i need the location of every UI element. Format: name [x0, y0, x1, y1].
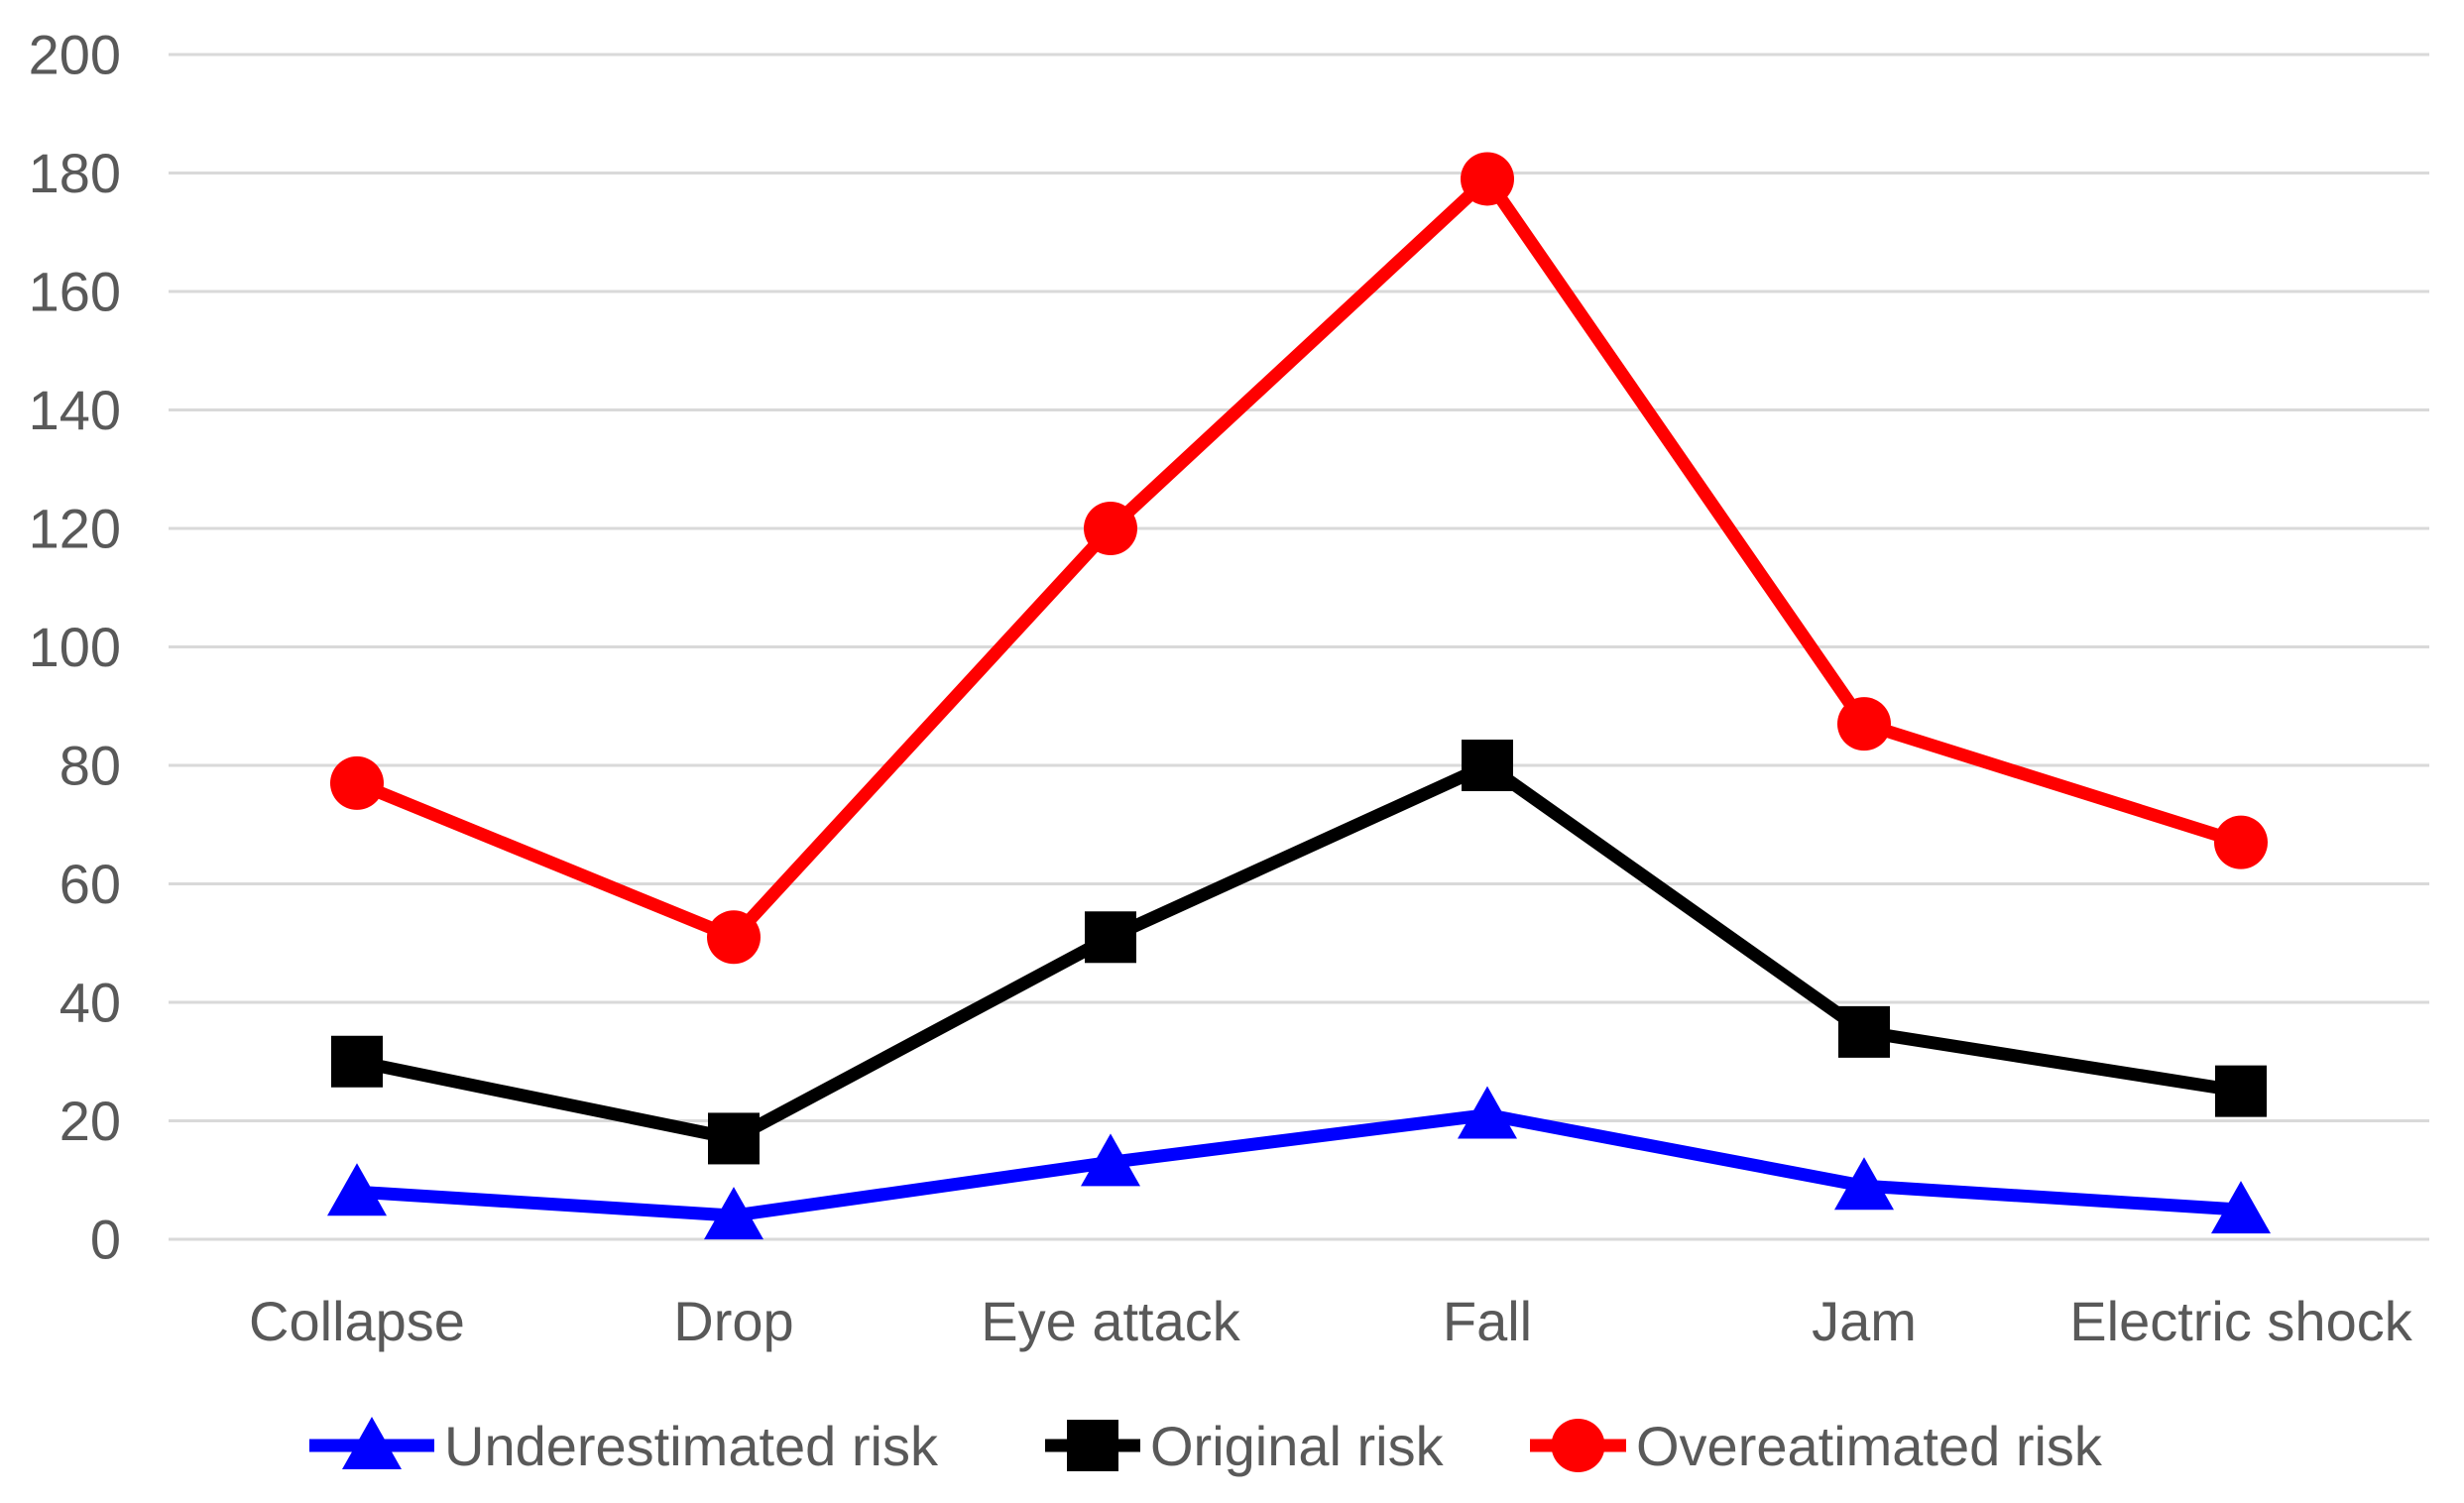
square-marker: [708, 1112, 760, 1165]
square-marker: [1838, 1005, 1890, 1058]
series-line: [356, 1108, 2242, 1222]
triangle-marker-legend: [342, 1417, 402, 1469]
y-axis: 0 20 40 60 80 100 120 140 160 180 200: [29, 24, 121, 1271]
series-underestimated-risk: [327, 1086, 2271, 1240]
series-line: [355, 758, 2243, 1145]
square-marker: [2215, 1065, 2267, 1117]
triangle-marker: [327, 1163, 387, 1216]
circle-marker: [330, 755, 384, 810]
series-line: [354, 172, 2243, 944]
x-axis-category-label: Collapse: [249, 1290, 465, 1352]
legend-label: Original risk: [1150, 1415, 1445, 1477]
x-axis-category-label: Electric shock: [2069, 1290, 2412, 1352]
legend-item-original-risk: Original risk: [1045, 1415, 1445, 1477]
series-overeatimated-risk: [330, 152, 2268, 965]
y-axis-tick-label: 40: [59, 972, 121, 1034]
y-axis-tick-label: 200: [29, 24, 121, 86]
circle-marker: [2214, 815, 2268, 869]
triangle-marker: [1081, 1133, 1140, 1187]
legend-item-underestimated-risk: Underestimated risk: [309, 1415, 939, 1477]
circle-marker: [1461, 152, 1514, 206]
square-marker: [1085, 911, 1136, 964]
x-axis-category-label: Fall: [1443, 1290, 1532, 1352]
y-axis-tick-label: 180: [29, 142, 121, 204]
legend-label: Overeatimated risk: [1636, 1415, 2103, 1477]
y-axis-tick-label: 20: [59, 1090, 121, 1152]
legend-item-overeatimated-risk: Overeatimated risk: [1530, 1415, 2103, 1477]
triangle-marker: [2211, 1181, 2271, 1234]
y-axis-tick-label: 120: [29, 498, 121, 560]
x-axis-category-label: Eye attack: [981, 1290, 1240, 1352]
circle-marker: [1084, 502, 1137, 555]
y-axis-tick-label: 80: [59, 735, 121, 797]
circle-marker: [1837, 697, 1891, 752]
triangle-marker: [1834, 1157, 1894, 1211]
circle-marker-legend: [1551, 1419, 1605, 1472]
x-axis: Collapse Drop Eye attack Fall Jam Electric sh…: [249, 1290, 2413, 1352]
y-axis-tick-label: 140: [29, 379, 121, 441]
y-axis-tick-label: 0: [90, 1209, 121, 1271]
x-axis-category-label: Drop: [673, 1290, 793, 1352]
y-axis-tick-label: 160: [29, 261, 121, 323]
y-axis-tick-label: 100: [29, 616, 121, 678]
series-original-risk: [331, 740, 2267, 1165]
x-axis-category-label: Jam: [1812, 1290, 1917, 1352]
legend-label: Underestimated risk: [444, 1415, 939, 1477]
legend: Underestimated risk Original risk Overeati…: [309, 1415, 2103, 1477]
gridlines: [169, 53, 2429, 1241]
square-marker-legend: [1067, 1420, 1118, 1471]
square-marker: [331, 1035, 383, 1088]
square-marker: [1462, 740, 1513, 791]
triangle-marker: [704, 1187, 763, 1240]
y-axis-tick-label: 60: [59, 853, 121, 915]
circle-marker: [707, 910, 761, 965]
triangle-marker: [1458, 1086, 1517, 1139]
